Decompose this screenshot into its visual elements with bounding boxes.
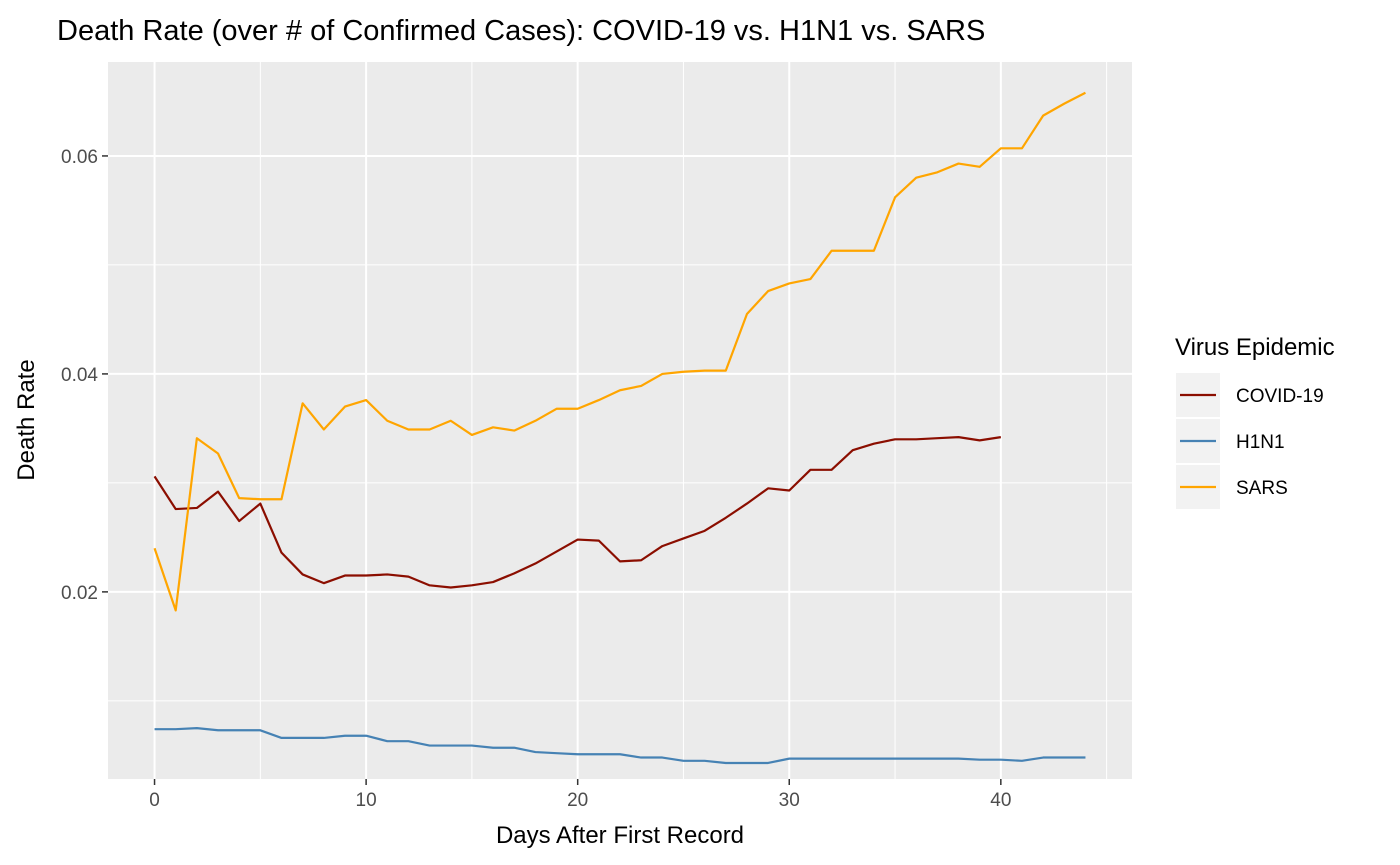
legend-label-sars: SARS xyxy=(1236,478,1288,499)
plot-panel xyxy=(108,62,1132,779)
legend-items: COVID-19 H1N1 SARS xyxy=(1176,373,1324,509)
x-tick-label: 0 xyxy=(149,790,160,811)
x-tick-label: 40 xyxy=(990,790,1011,811)
series-line-h1n1 xyxy=(154,726,1086,765)
y-axis-title: Death Rate xyxy=(13,359,40,480)
legend-label-h1n1: H1N1 xyxy=(1236,432,1285,453)
x-tick-label: 20 xyxy=(567,790,588,811)
series-line-covid-19 xyxy=(153,436,1001,589)
legend-label-covid-19: COVID-19 xyxy=(1236,386,1324,407)
x-tick-label: 10 xyxy=(356,790,377,811)
legend-title: Virus Epidemic xyxy=(1175,334,1335,361)
x-axis-ticks: 0 10 20 30 40 xyxy=(149,779,1011,811)
grid-lines xyxy=(108,62,1132,779)
series-lines xyxy=(153,91,1086,765)
y-tick-label: 0.02 xyxy=(61,583,98,604)
y-axis-ticks: 0.02 0.04 0.06 xyxy=(61,147,108,604)
x-tick-label: 30 xyxy=(779,790,800,811)
y-tick-label: 0.06 xyxy=(61,147,98,168)
chart-title: Death Rate (over # of Confirmed Cases): … xyxy=(57,15,985,47)
x-axis-title: Days After First Record xyxy=(496,822,744,849)
y-tick-label: 0.04 xyxy=(61,365,98,386)
series-line-sars xyxy=(153,91,1086,612)
legend: Virus Epidemic COVID-19 H1N1 SARS xyxy=(1175,334,1335,509)
